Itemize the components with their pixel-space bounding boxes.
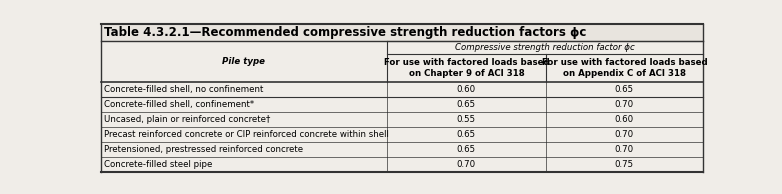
Text: 0.75: 0.75 — [615, 160, 634, 169]
Text: 0.70: 0.70 — [457, 160, 476, 169]
Text: 0.70: 0.70 — [615, 145, 634, 154]
Text: 0.65: 0.65 — [457, 100, 476, 109]
Text: 0.60: 0.60 — [615, 115, 634, 124]
Text: Precast reinforced concrete or CIP reinforced concrete within shell: Precast reinforced concrete or CIP reinf… — [104, 130, 389, 139]
Text: Uncased, plain or reinforced concrete†: Uncased, plain or reinforced concrete† — [104, 115, 271, 124]
Text: Concrete-filled shell, confinement*: Concrete-filled shell, confinement* — [104, 100, 254, 109]
Text: Concrete-filled shell, no confinement: Concrete-filled shell, no confinement — [104, 85, 264, 94]
Text: Table 4.3.2.1—Recommended compressive strength reduction factors ϕc: Table 4.3.2.1—Recommended compressive st… — [104, 26, 586, 39]
Text: For use with factored loads based
on Appendix C of ACI 318: For use with factored loads based on App… — [542, 58, 707, 78]
Text: Compressive strength reduction factor ϕc: Compressive strength reduction factor ϕc — [455, 43, 634, 52]
Text: 0.55: 0.55 — [457, 115, 476, 124]
Text: 0.70: 0.70 — [615, 100, 634, 109]
Text: 0.65: 0.65 — [457, 145, 476, 154]
Text: 0.65: 0.65 — [457, 130, 476, 139]
Text: For use with factored loads based
on Chapter 9 of ACI 318: For use with factored loads based on Cha… — [383, 58, 549, 78]
Text: Pretensioned, prestressed reinforced concrete: Pretensioned, prestressed reinforced con… — [104, 145, 303, 154]
Text: Concrete-filled steel pipe: Concrete-filled steel pipe — [104, 160, 212, 169]
Text: 0.65: 0.65 — [615, 85, 634, 94]
Text: 0.60: 0.60 — [457, 85, 476, 94]
Bar — [101, 24, 702, 41]
Text: 0.70: 0.70 — [615, 130, 634, 139]
Text: Pile type: Pile type — [222, 57, 265, 66]
